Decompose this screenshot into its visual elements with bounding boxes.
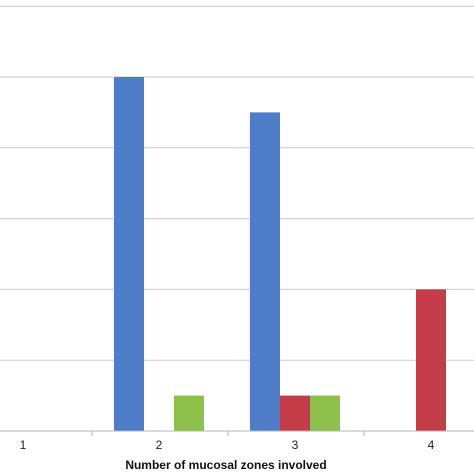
bar-series-2-category-3 bbox=[280, 395, 310, 431]
bar-series-2-category-4 bbox=[416, 289, 446, 431]
x-tick-label: 1 bbox=[20, 438, 27, 452]
x-tick-label: 4 bbox=[428, 438, 435, 452]
x-tick-label: 2 bbox=[156, 438, 163, 452]
bar-series-1-category-2 bbox=[114, 77, 144, 431]
x-axis-title: Number of mucosal zones involved bbox=[125, 458, 326, 472]
bar-series-3-category-3 bbox=[310, 395, 340, 431]
bars bbox=[114, 77, 446, 432]
x-tick-label: 3 bbox=[292, 438, 299, 452]
gridlines bbox=[0, 5, 474, 361]
x-axis-ticks: 1 2 3 4 bbox=[20, 431, 435, 452]
bar-series-3-category-2 bbox=[174, 395, 204, 431]
bar-series-1-category-3 bbox=[250, 112, 280, 432]
